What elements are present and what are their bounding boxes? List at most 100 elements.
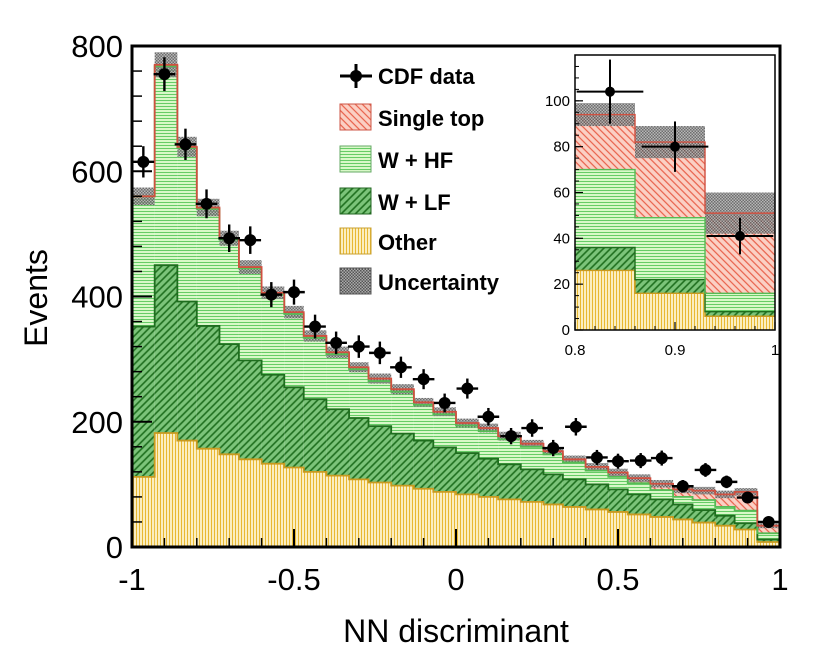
main-bar-w-hf-6 — [261, 294, 285, 375]
main-bar-w-hf-7 — [284, 314, 304, 388]
x-tick-label-0: -1 — [118, 562, 146, 597]
main-bar-w-lf-6 — [261, 374, 285, 464]
legend-data-marker-dot — [350, 70, 362, 82]
legend-entry-uncertainty: Uncertainty — [339, 267, 500, 295]
main-data-point-20 — [569, 420, 582, 433]
main-bar-w-hf-8 — [303, 337, 327, 400]
main-bar-w-lf-22 — [608, 489, 628, 512]
main-bar-other-12 — [391, 485, 414, 547]
main-bar-w-hf-0 — [132, 196, 155, 327]
legend-label-w-hf: W + HF — [378, 148, 453, 173]
main-bar-w-lf-18 — [520, 469, 544, 502]
main-bar-other-13 — [413, 488, 434, 547]
inset-outline-w-hf — [575, 168, 775, 295]
y-tick-label-4: 800 — [71, 29, 123, 64]
main-bar-other-21 — [585, 509, 609, 547]
inset-outline-other — [575, 269, 775, 317]
main-bar-other-15 — [456, 494, 479, 547]
legend-entry-other: Other — [339, 227, 437, 255]
inset-bar-w-lf-0 — [575, 247, 635, 271]
main-bar-w-hf-24 — [650, 490, 674, 500]
main-data-point-22 — [612, 455, 624, 468]
main-bar-other-24 — [650, 516, 674, 547]
inset-x-tick-label-2: 1 — [771, 342, 779, 359]
main-bar-w-hf-21 — [585, 470, 609, 485]
main-bar-w-lf-17 — [498, 464, 521, 500]
legend-entry-data: CDF data — [340, 64, 475, 89]
main-bar-w-lf-27 — [715, 515, 735, 526]
main-bar-other-28 — [734, 529, 758, 547]
main-bar-w-lf-25 — [673, 504, 693, 520]
main-data-point-15 — [461, 382, 474, 395]
inset-x-tick-label-1: 0.9 — [665, 342, 686, 359]
main-bar-w-lf-20 — [562, 479, 586, 507]
inset-y-tick-label-1: 20 — [553, 276, 570, 293]
inset-axes: 0.8 0.9 1 0 20 40 60 80 100 — [545, 54, 779, 359]
main-bar-w-hf-12 — [391, 391, 414, 434]
main-bar-w-hf-2 — [177, 148, 197, 302]
main-bar-w-lf-11 — [368, 426, 392, 483]
main-bar-other-2 — [177, 440, 197, 547]
main-bar-other-0 — [132, 476, 155, 547]
inset-outline-single-top — [575, 113, 775, 214]
main-bar-w-hf-3 — [196, 208, 220, 326]
main-data-point-9 — [330, 336, 343, 349]
main-data-point-5 — [244, 234, 257, 247]
main-bar-w-hf-15 — [456, 425, 479, 454]
main-bar-w-lf-1 — [154, 265, 178, 434]
main-bar-w-hf-28 — [734, 510, 758, 524]
main-bar-other-7 — [284, 467, 304, 547]
main-bar-other-17 — [498, 499, 521, 547]
main-bar-w-hf-9 — [326, 354, 350, 410]
legend-swatch-uncertainty — [339, 267, 372, 295]
inset-data-points — [576, 59, 774, 255]
main-bar-other-5 — [238, 459, 262, 547]
main-bar-w-lf-0 — [132, 326, 155, 477]
main-bar-w-hf-14 — [433, 414, 456, 448]
main-data-point-16 — [482, 410, 495, 423]
legend-label-other: Other — [378, 230, 437, 255]
main-data-point-6 — [265, 288, 278, 301]
main-data-point-17 — [505, 430, 518, 443]
main-bar-w-hf-1 — [154, 66, 178, 266]
main-bar-w-lf-2 — [177, 301, 197, 441]
main-outline-w-lf — [132, 264, 780, 541]
main-bar-w-hf-18 — [520, 446, 544, 470]
main-bar-w-lf-24 — [650, 499, 674, 517]
main-bar-w-hf-13 — [413, 404, 434, 441]
main-data-point-0 — [137, 155, 150, 168]
main-outline-other — [132, 432, 780, 543]
main-stack-outlines — [132, 63, 780, 543]
main-bar-w-lf-4 — [219, 344, 239, 455]
main-bar-w-lf-9 — [326, 409, 350, 476]
main-bar-w-lf-3 — [196, 325, 220, 449]
main-data-point-21 — [590, 451, 603, 464]
main-bar-w-hf-10 — [349, 369, 369, 418]
main-bar-other-29 — [757, 541, 780, 547]
inset-bar-w-lf-2 — [705, 311, 775, 317]
inset-y-tick-label-0: 0 — [562, 322, 570, 339]
main-bar-w-hf-5 — [238, 268, 262, 361]
legend-swatch-single-top — [339, 103, 372, 131]
main-data-point-11 — [373, 346, 386, 359]
legend: CDF data Single top W + HF W + LF Other … — [339, 64, 500, 295]
main-bar-w-hf-11 — [368, 381, 392, 427]
main-bar-other-14 — [433, 491, 456, 547]
main-data-point-1 — [158, 68, 171, 81]
main-data-point-26 — [699, 463, 712, 476]
inset-bar-w-lf-1 — [635, 279, 705, 294]
main-data-point-13 — [417, 373, 430, 386]
main-bar-w-lf-23 — [627, 494, 651, 515]
main-data-point-23 — [634, 454, 647, 467]
main-bar-other-4 — [219, 454, 239, 547]
legend-label-data: CDF data — [378, 64, 475, 89]
inset-bar-w-hf-1 — [635, 217, 705, 280]
legend-label-w-lf: W + LF — [378, 190, 451, 215]
inset-bar-other-0 — [575, 270, 635, 330]
legend-entry-single-top: Single top — [339, 103, 484, 131]
x-tick-label-2: 0 — [447, 562, 464, 597]
main-bar-other-8 — [303, 471, 327, 547]
main-bar-other-26 — [692, 522, 716, 547]
main-data-points — [132, 57, 780, 528]
